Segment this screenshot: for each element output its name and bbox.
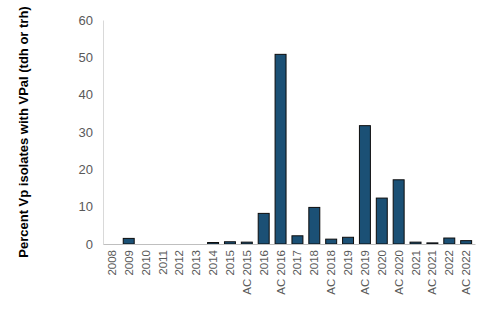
x-tick-label: AC 2016 (275, 250, 287, 295)
x-tick: 2014 (207, 244, 219, 276)
x-tick: 2017 (291, 244, 303, 276)
y-tick-label: 50 (79, 50, 93, 65)
y-axis-line (103, 21, 104, 245)
y-tick-label: 0 (86, 237, 93, 252)
x-tick-label: 2013 (190, 250, 202, 276)
bar (140, 244, 151, 245)
x-tick-label: AC 2022 (460, 250, 472, 295)
x-axis-line (104, 244, 476, 245)
x-tick-label: AC 2020 (393, 250, 405, 295)
bar (106, 244, 117, 245)
bar (326, 239, 337, 244)
x-tick-label: 2010 (140, 250, 152, 276)
y-tick: 50 (79, 50, 103, 65)
bar (224, 242, 235, 244)
bar (208, 243, 219, 244)
x-tick: 2009 (123, 244, 135, 276)
bar (123, 238, 134, 244)
x-tick-label: 2019 (342, 250, 354, 276)
y-tick: 20 (79, 162, 103, 177)
x-tick: 2022 (443, 244, 455, 276)
plot: 0 10 20 30 40 50 60 2008 2009 2010 2011 2012 2013 201… (79, 13, 476, 295)
x-tick: AC 2018 (325, 244, 337, 295)
bar (461, 241, 472, 244)
bar (359, 126, 370, 244)
x-tick-label: AC 2018 (325, 250, 337, 295)
x-tick-label: AC 2021 (426, 250, 438, 295)
x-tick: AC 2019 (359, 244, 371, 295)
bar (157, 244, 168, 245)
x-tick: AC 2021 (426, 244, 438, 295)
y-tick-label: 40 (79, 87, 93, 102)
x-tick-label: 2012 (173, 250, 185, 276)
x-tick-label: 2017 (291, 250, 303, 276)
x-tick: AC 2015 (241, 244, 253, 295)
bar (393, 180, 404, 244)
x-tick-label: 2014 (207, 249, 219, 275)
bar (174, 244, 185, 245)
x-tick: 2015 (224, 244, 236, 276)
x-tick-label: 2011 (156, 250, 168, 275)
x-tick: 2016 (258, 244, 270, 276)
y-tick: 40 (79, 87, 103, 102)
bar (275, 54, 286, 244)
x-tick: 2020 (376, 244, 388, 276)
y-tick: 30 (79, 125, 103, 140)
x-tick: 2019 (342, 244, 354, 276)
bar (376, 198, 387, 244)
y-tick-label: 30 (79, 125, 93, 140)
bar (427, 243, 438, 244)
bar (292, 236, 303, 244)
chart: 0 10 20 30 40 50 60 2008 2009 2010 2011 2012 2013 201… (0, 0, 480, 330)
bar (241, 242, 252, 244)
y-tick-label: 60 (79, 13, 93, 28)
bar (410, 242, 421, 244)
x-tick-label: 2015 (224, 250, 236, 276)
x-tick: 2018 (308, 244, 320, 276)
x-tick: 2008 (106, 244, 118, 276)
y-tick-label: 20 (79, 162, 93, 177)
x-tick-label: 2016 (258, 250, 270, 276)
x-tick-label: 2009 (123, 250, 135, 276)
bar (343, 237, 354, 244)
x-tick: AC 2020 (393, 244, 405, 295)
bar (309, 207, 320, 244)
y-tick: 0 (86, 237, 103, 252)
x-tick-label: 2020 (376, 250, 388, 276)
x-tick-label: AC 2019 (359, 250, 371, 295)
x-tick: 2011 (156, 244, 168, 275)
x-tick: AC 2022 (460, 244, 472, 295)
x-tick-label: 2022 (443, 250, 455, 276)
y-axis-title: Percent Vp isolates with VPaI (tdh or tr… (16, 6, 31, 257)
x-tick: 2012 (173, 244, 185, 276)
x-tick-label: 2018 (308, 250, 320, 276)
x-tick: 2021 (410, 244, 422, 276)
y-tick: 60 (79, 13, 103, 28)
x-tick-label: AC 2015 (241, 250, 253, 295)
x-axis: 2008 2009 2010 2011 2012 2013 2014 2015 AC 2015 2… (104, 244, 476, 295)
y-tick: 10 (79, 199, 103, 214)
x-tick: 2013 (190, 244, 202, 276)
x-tick: 2010 (140, 244, 152, 276)
y-axis: 0 10 20 30 40 50 60 (79, 13, 104, 252)
x-tick: AC 2016 (275, 244, 287, 295)
bars (123, 54, 471, 244)
bar (191, 244, 202, 245)
y-tick-label: 10 (79, 199, 93, 214)
x-tick-label: 2021 (410, 250, 422, 276)
bar (444, 238, 455, 244)
x-tick-label: 2008 (106, 250, 118, 276)
bar (258, 213, 269, 244)
